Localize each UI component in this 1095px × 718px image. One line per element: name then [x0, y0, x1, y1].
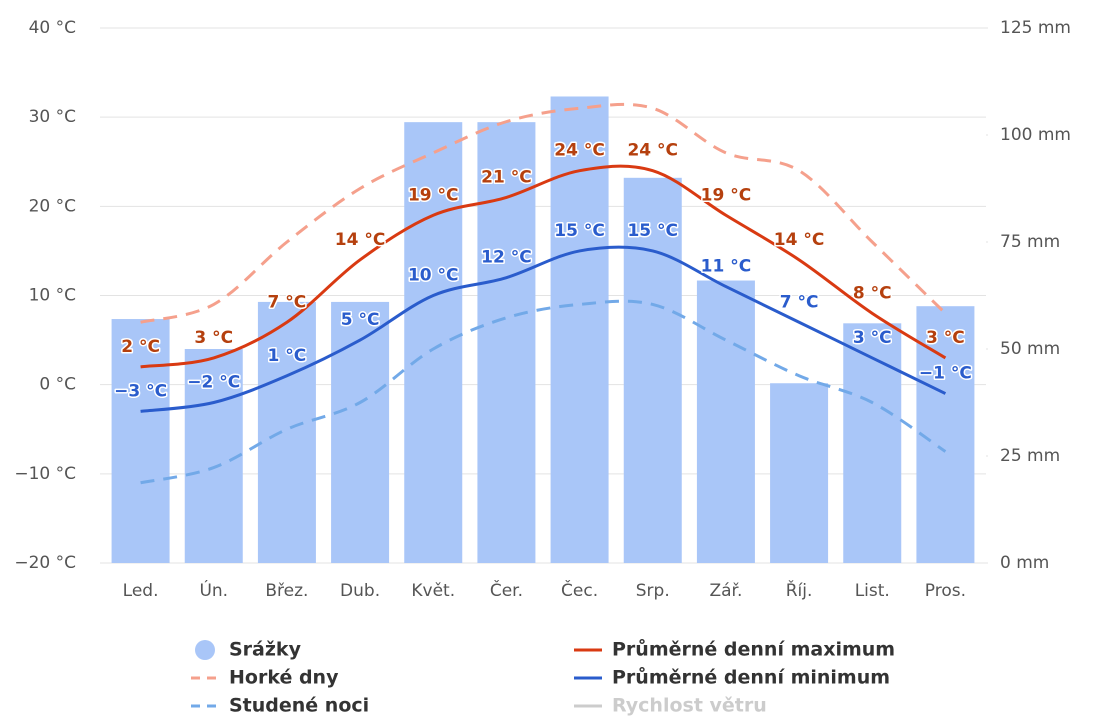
bar — [916, 306, 975, 563]
legend-label: Studené noci — [229, 695, 369, 717]
data-label: 19 °C — [408, 185, 459, 205]
bar — [696, 280, 755, 563]
x-tick-label: Led. — [123, 581, 159, 601]
y-tick-label: −20 °C — [14, 553, 76, 573]
data-label: 3 °C — [853, 328, 892, 348]
bar — [257, 301, 316, 563]
x-tick-label: Břez. — [265, 581, 308, 601]
legend-label: Průměrné denní maximum — [612, 638, 895, 661]
line — [140, 102, 947, 324]
y2-tick-label: 100 mm — [1000, 125, 1071, 145]
data-label: 7 °C — [780, 292, 819, 312]
bar — [770, 383, 829, 563]
data-label: 24 °C — [554, 141, 605, 161]
data-label: 15 °C — [627, 221, 678, 241]
data-label: 7 °C — [268, 292, 307, 312]
bar — [550, 96, 609, 563]
x-tick-label: Zář. — [709, 581, 742, 601]
x-tick-label: Květ. — [411, 581, 455, 601]
y2-tick-label: 75 mm — [1000, 232, 1060, 252]
legend-label: Horké dny — [229, 667, 339, 689]
y-tick-label: 30 °C — [29, 107, 76, 127]
bar — [843, 323, 902, 563]
y2-tick-label: 50 mm — [1000, 339, 1060, 359]
x-tick-label: Ún. — [199, 579, 228, 601]
y-tick-label: 40 °C — [29, 18, 76, 38]
data-label: 10 °C — [408, 266, 459, 286]
x-tick-label: Srp. — [636, 581, 670, 601]
data-label: 21 °C — [481, 167, 532, 187]
bar — [623, 177, 682, 564]
x-tick-label: Říj. — [786, 579, 813, 601]
legend-label[interactable]: Rychlost větru — [612, 695, 767, 717]
legend-swatch — [195, 640, 215, 660]
bar — [404, 122, 463, 563]
data-label: 19 °C — [701, 185, 752, 205]
bar — [331, 301, 390, 563]
line — [140, 164, 947, 369]
data-label: 2 °C — [121, 337, 160, 357]
y-tick-label: 20 °C — [29, 196, 76, 216]
x-tick-label: Pros. — [925, 581, 966, 601]
y-tick-label: 10 °C — [29, 286, 76, 306]
data-label: 3 °C — [926, 328, 965, 348]
data-label: 15 °C — [554, 221, 605, 241]
x-tick-label: Čer. — [490, 579, 523, 601]
y2-tick-label: 25 mm — [1000, 446, 1060, 466]
x-tick-label: List. — [855, 581, 890, 601]
data-label: −2 °C — [187, 373, 240, 393]
data-label: 1 °C — [268, 346, 307, 366]
data-label: 8 °C — [853, 283, 892, 303]
y-tick-label: −10 °C — [14, 464, 76, 484]
y-tick-label: 0 °C — [39, 375, 76, 395]
line — [140, 245, 947, 413]
data-label: 14 °C — [335, 230, 386, 250]
data-label: 24 °C — [627, 141, 678, 161]
x-tick-label: Čec. — [561, 579, 598, 601]
line — [140, 299, 947, 485]
x-tick-label: Dub. — [340, 581, 380, 601]
data-label: −1 °C — [919, 364, 972, 384]
data-label: 5 °C — [341, 310, 380, 330]
bar — [111, 319, 170, 563]
legend-label: Průměrné denní minimum — [612, 666, 890, 689]
y2-tick-label: 125 mm — [1000, 18, 1071, 38]
data-label: 11 °C — [701, 257, 752, 277]
legend-label: Srážky — [229, 639, 302, 661]
bar — [477, 122, 536, 563]
data-label: −3 °C — [114, 381, 167, 401]
bar — [184, 349, 243, 563]
data-label: 12 °C — [481, 248, 532, 268]
data-label: 14 °C — [774, 230, 825, 250]
data-label: 3 °C — [194, 328, 233, 348]
y2-tick-label: 0 mm — [1000, 553, 1049, 573]
